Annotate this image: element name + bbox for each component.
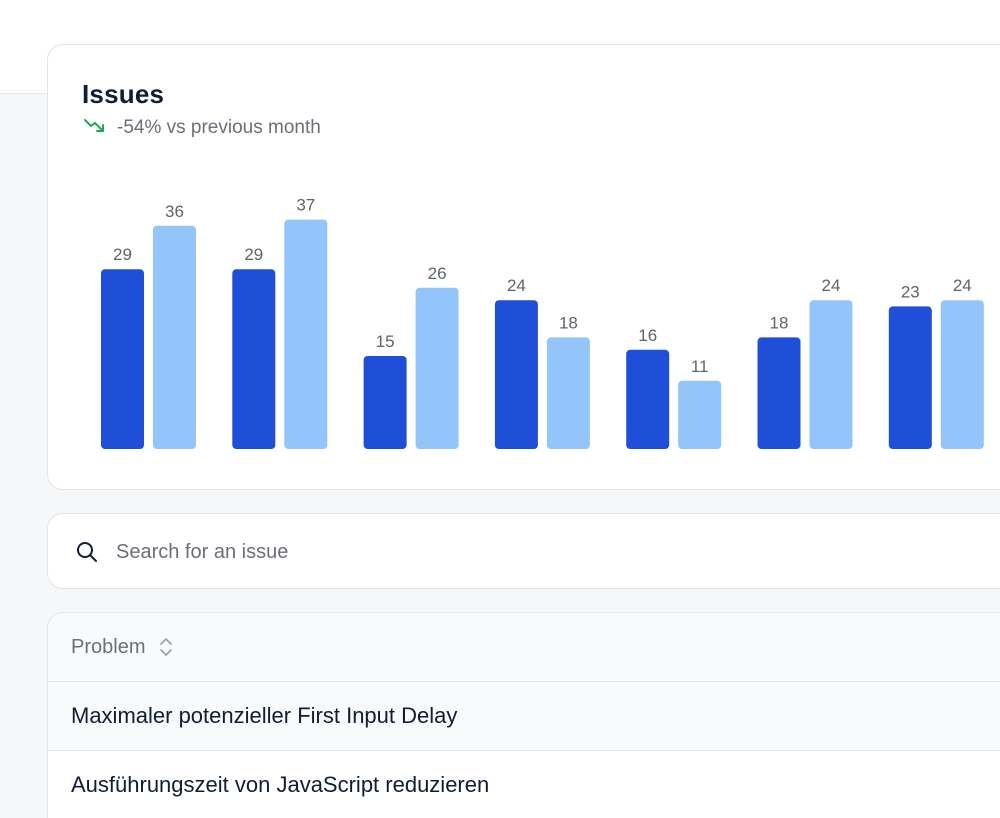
bar-series1-6 <box>757 337 801 449</box>
bar-value-label: 24 <box>507 276 526 295</box>
bar-series2-5 <box>678 380 722 449</box>
bar-value-label: 23 <box>901 282 920 301</box>
search-card <box>47 513 1000 589</box>
bar-value-label: 29 <box>244 245 263 264</box>
bar-value-label: 24 <box>822 276 841 295</box>
bar-series1-1 <box>101 269 144 449</box>
issues-chart-card: Issues -54% vs previous month 29 36 29 37 15… <box>47 44 1000 490</box>
bar-value-label: 36 <box>165 202 184 221</box>
chart-title: Issues <box>82 79 165 109</box>
problem-cell: Ausführungszeit von JavaScript reduziere… <box>71 772 490 797</box>
problem-column-header[interactable]: Problem <box>71 635 146 658</box>
bar-series2-6 <box>809 300 853 449</box>
bar-series2-4 <box>546 337 590 449</box>
bar-series1-3 <box>363 356 407 449</box>
bar-value-label: 18 <box>559 313 578 332</box>
bar-value-label: 16 <box>638 326 657 345</box>
table-row[interactable]: Ausführungszeit von JavaScript reduziere… <box>48 751 1000 818</box>
bar-series1-2 <box>232 269 276 449</box>
table-header: Problem <box>48 613 1000 682</box>
bar-value-label: 15 <box>376 332 395 351</box>
search-input[interactable] <box>116 532 996 572</box>
bar-series2-3 <box>415 287 459 449</box>
bar-series1-7 <box>888 306 932 449</box>
trend-down-icon <box>84 118 106 139</box>
sort-updown-icon[interactable] <box>159 636 173 658</box>
bar-series1-5 <box>626 349 670 449</box>
trend-text: -54% vs previous month <box>117 117 321 138</box>
bar-value-label: 29 <box>113 245 132 264</box>
bar-series2-2 <box>284 219 328 449</box>
bar-value-label: 26 <box>428 264 447 283</box>
bar-series2-7 <box>940 300 984 449</box>
bar-value-label: 11 <box>691 357 709 376</box>
bar-value-label: 37 <box>296 196 315 215</box>
bar-series1-4 <box>494 300 538 449</box>
table-row[interactable]: Maximaler potenzieller First Input Delay <box>48 682 1000 751</box>
trend-row: -54% vs previous month <box>84 117 321 139</box>
search-icon <box>76 541 98 568</box>
bar-series2-1 <box>153 225 196 449</box>
bar-value-label: 24 <box>953 276 972 295</box>
bar-value-label: 18 <box>770 313 789 332</box>
problem-cell: Maximaler potenzieller First Input Delay <box>71 703 458 728</box>
bar-chart: 29 36 29 37 15 26 24 18 16 11 18 24 23 24 <box>101 196 984 449</box>
issues-table: Problem Maximaler potenzieller First Inp… <box>47 612 1000 818</box>
